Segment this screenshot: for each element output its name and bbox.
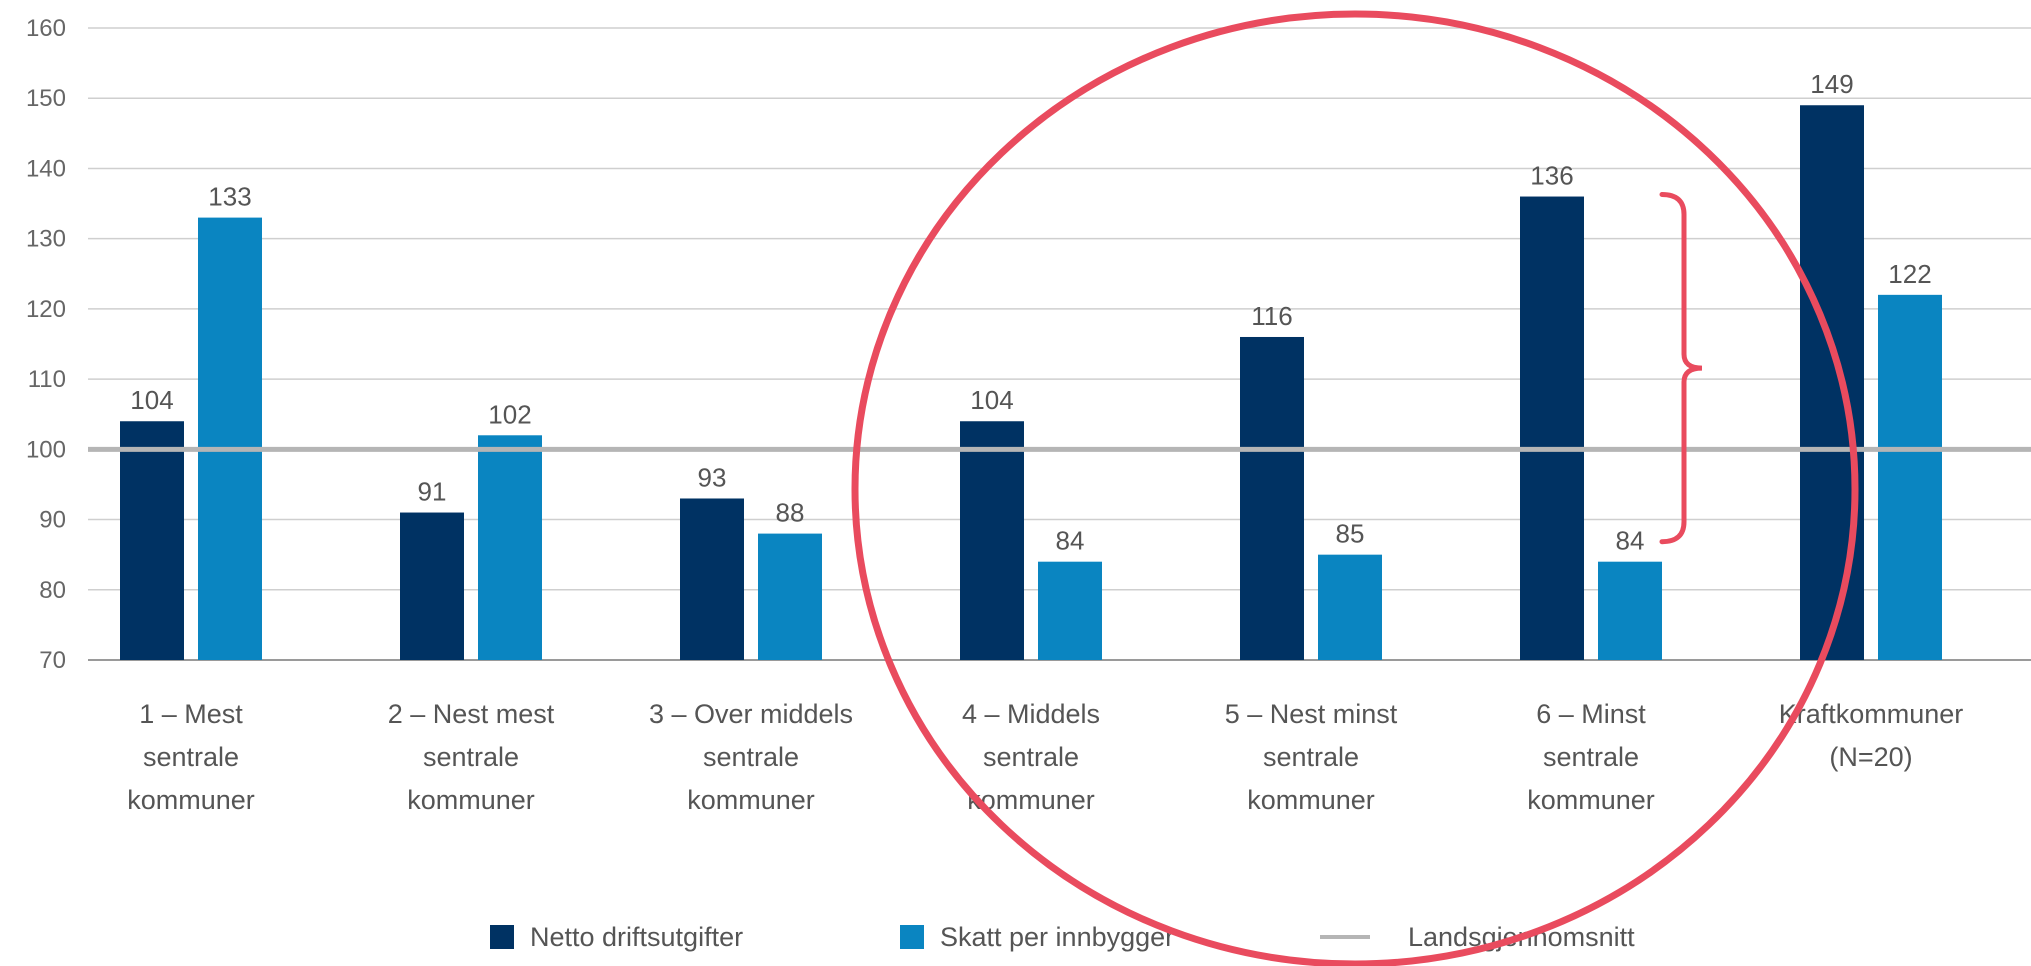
data-label: 116 xyxy=(1251,301,1292,331)
legend-swatch xyxy=(490,925,514,949)
data-label: 104 xyxy=(130,385,173,415)
bar xyxy=(1240,336,1304,660)
category-label: 2 – Nest mest xyxy=(388,699,555,729)
y-axis-ticks: 70 80 90 100 110 120 130 140 150 160 xyxy=(26,15,66,674)
category-label: Kraftkommuner xyxy=(1779,699,1964,729)
annotations xyxy=(851,10,1859,966)
category-label: kommuner xyxy=(1527,785,1655,815)
y-tick-label: 150 xyxy=(26,85,66,112)
category-label: kommuner xyxy=(1247,785,1375,815)
data-label: 104 xyxy=(970,385,1013,415)
category-label: sentrale xyxy=(1263,742,1359,772)
y-tick-label: 140 xyxy=(26,155,66,182)
category-label: 6 – Minst xyxy=(1536,699,1646,729)
bar xyxy=(960,421,1024,660)
category-label: (N=20) xyxy=(1829,742,1912,772)
bar xyxy=(1800,105,1864,660)
bar xyxy=(478,435,542,660)
y-tick-label: 130 xyxy=(26,226,66,253)
category-label: 3 – Over middels xyxy=(649,699,853,729)
bar xyxy=(1520,196,1584,661)
category-label: 1 – Mest xyxy=(139,699,243,729)
y-tick-label: 80 xyxy=(39,577,66,604)
bar xyxy=(758,533,822,660)
category-label: sentrale xyxy=(143,742,239,772)
category-label: kommuner xyxy=(687,785,815,815)
category-label: sentrale xyxy=(703,742,799,772)
legend: Netto driftsutgifter Skatt per innbygger L… xyxy=(490,922,1635,952)
bar xyxy=(1878,294,1942,660)
bar xyxy=(1318,554,1382,660)
y-tick-label: 70 xyxy=(39,647,66,674)
category-label: 4 – Middels xyxy=(962,699,1100,729)
data-labels: 104 133 91 102 93 88 104 84 116 85 136 84 149 122 xyxy=(130,69,1931,555)
data-label: 102 xyxy=(488,399,531,429)
bar xyxy=(1598,561,1662,660)
bars xyxy=(120,105,1942,661)
category-label: sentrale xyxy=(423,742,519,772)
category-label: sentrale xyxy=(983,742,1079,772)
category-label: kommuner xyxy=(407,785,535,815)
curly-bracket xyxy=(1659,192,1703,545)
bar xyxy=(120,421,184,660)
category-label: 5 – Nest minst xyxy=(1225,699,1398,729)
legend-label: Skatt per innbygger xyxy=(940,922,1174,952)
y-tick-label: 100 xyxy=(26,436,66,463)
data-label: 88 xyxy=(776,498,805,528)
data-label: 136 xyxy=(1530,161,1573,191)
y-tick-label: 120 xyxy=(26,296,66,323)
bar xyxy=(400,512,464,660)
data-label: 93 xyxy=(698,462,727,492)
legend-swatch xyxy=(900,925,924,949)
x-axis-category-labels: 1 – Mest sentrale kommuner 2 – Nest mest sen… xyxy=(127,699,1963,815)
y-tick-label: 90 xyxy=(39,507,66,534)
legend-label: Netto driftsutgifter xyxy=(530,922,743,952)
y-tick-label: 110 xyxy=(28,366,66,393)
data-label: 84 xyxy=(1616,526,1645,556)
data-label: 84 xyxy=(1056,526,1085,556)
bar xyxy=(1038,561,1102,660)
data-label: 85 xyxy=(1336,519,1365,549)
category-label: kommuner xyxy=(127,785,255,815)
bar xyxy=(198,217,262,660)
data-label: 122 xyxy=(1888,259,1931,289)
category-label: sentrale xyxy=(1543,742,1639,772)
data-label: 149 xyxy=(1810,69,1853,99)
data-label: 91 xyxy=(418,477,447,507)
data-label: 133 xyxy=(208,182,251,212)
y-tick-label: 160 xyxy=(26,15,66,42)
bar xyxy=(680,498,744,660)
highlight-circle xyxy=(851,10,1859,966)
